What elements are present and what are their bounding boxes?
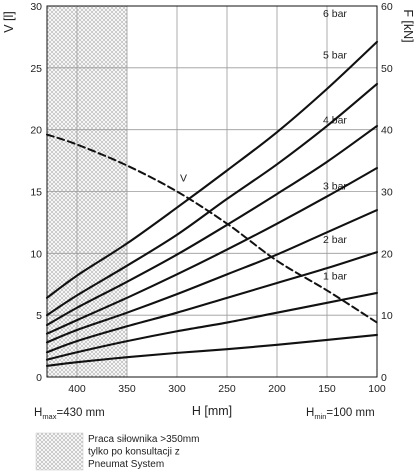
y-right-tick-label-30: 30 [381, 187, 393, 199]
hmax-main: H [34, 407, 42, 419]
legend-line-1: Praca siłownika >350mm [88, 434, 199, 445]
y-right-tick-label-50: 50 [381, 63, 393, 75]
y-left-tick-label-15: 15 [30, 187, 42, 199]
series-line-3-bar [45, 251, 379, 354]
y-right-tick-label-10: 10 [381, 310, 393, 322]
hmin-sub: min [314, 412, 326, 421]
y-left-tick-label-20: 20 [30, 125, 42, 137]
series-line-7-bar [45, 82, 379, 317]
x-tick-label-350: 350 [118, 383, 136, 395]
series-label-3-bar: 3 bar [323, 181, 347, 193]
x-axis-title: H [mm] [192, 404, 232, 418]
plot-frame [46, 5, 378, 378]
y-right-tick-label-0: 0 [381, 372, 387, 384]
series-line-1-bar [45, 333, 379, 367]
y-left-axis-title: V [l] [2, 11, 16, 33]
legend-line-3: Pneumat System [88, 459, 164, 470]
x-tick-label-250: 250 [218, 383, 236, 395]
series-line-f-8-bar [45, 40, 379, 299]
series-label-6-bar: 6 bar [323, 8, 347, 20]
y-right-tick-label-20: 20 [381, 248, 393, 260]
hmin-main: H [306, 407, 314, 419]
hmax-value: =430 mm [56, 407, 104, 419]
series-line-4-bar [45, 209, 379, 344]
y-left-tick-label-0: 0 [36, 372, 42, 384]
ticks-group: 400 350 300 250 200 150 1000510152025300102030… [30, 1, 393, 395]
series-label-2-bar: 2 bar [323, 234, 347, 246]
y-left-tick-label-30: 30 [30, 1, 42, 13]
hmin-label: Hmin=100 mm [306, 407, 375, 421]
x-tick-label-400: 400 [68, 383, 86, 395]
y-right-tick-label-40: 40 [381, 125, 393, 137]
y-right-tick-label-60: 60 [381, 1, 393, 13]
hmax-label: Hmax=430 mm [34, 407, 105, 421]
y-left-tick-label-25: 25 [30, 63, 42, 75]
series-line-2-bar [45, 291, 379, 361]
series-line-6-bar [45, 124, 379, 327]
x-tick-label-200: 200 [268, 383, 286, 395]
x-tick-label-300: 300 [168, 383, 186, 395]
series-label-v: V [180, 173, 187, 185]
y-left-tick-label-10: 10 [30, 248, 42, 260]
legend-line-2: tylko po konsultacji z [88, 447, 180, 458]
y-left-tick-label-5: 5 [36, 310, 42, 322]
legend-hatch-swatch [35, 432, 84, 471]
series-label-1-bar: 1 bar [323, 270, 347, 282]
hmax-sub: max [42, 412, 56, 421]
hmin-value: =100 mm [326, 407, 374, 419]
x-tick-label-100: 100 [368, 383, 386, 395]
series-label-5-bar: 5 bar [323, 50, 347, 62]
y-right-axis-title: F [kN] [401, 9, 415, 42]
x-tick-label-150: 150 [318, 383, 336, 395]
series-line-5-bar [45, 166, 379, 335]
series-line-v [46, 133, 378, 324]
